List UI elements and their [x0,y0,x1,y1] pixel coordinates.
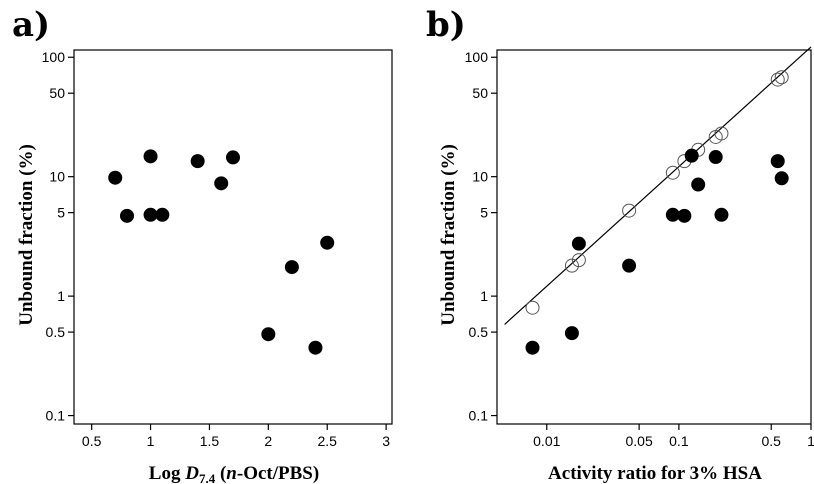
panel-b-y-tick-label: 0.5 [469,324,489,340]
panel-b-y-tick-label: 10 [472,169,488,185]
panel-a-x-axis-title-part: n [226,463,237,484]
panel-a-y-tick-label: 10 [49,169,65,185]
panel-b-filled-point [565,327,578,340]
panel-b-filled-point [692,178,705,191]
panel-a-x-axis-title-part: D [184,463,199,484]
panel-b-filled-point [678,209,691,222]
panel-a-y-tick-label: 1 [57,288,65,304]
panel-a-letter: a) [12,5,50,45]
panel-b-filled-point [526,341,539,354]
panel-a-x-tick-label: 1.5 [200,433,220,449]
panel-a-x-tick-label: 3 [382,433,390,449]
panel-a-y-tick-label: 100 [42,49,66,65]
panel-a-filled-point [109,171,122,184]
panel-b: b) 0.01 0.05 0.1 0.5 1 0.1 0.5 1 5 10 50 100 Unboun… [426,5,814,484]
panel-b-x-tick-label: 0.05 [625,433,652,449]
panel-a-x-tick-label: 1 [147,433,155,449]
panel-b-filled-point [623,259,636,272]
panel-b-letter: b) [426,5,466,45]
panel-a-x-tick-label: 0.5 [82,433,102,449]
panel-b-filled-point [775,172,788,185]
panel-b-filled-point [666,208,679,221]
panel-a-filled-point [321,236,334,249]
panel-b-y-tick-label: 5 [480,205,488,221]
panel-a-filled-point [227,151,240,164]
panel-a-ticks: 0.5 1 1.5 2 2.5 3 0.1 0.5 1 5 10 50 100 [42,49,391,449]
panel-a-x-axis-title-part: ( [215,463,226,484]
panel-b-x-tick-label: 0.5 [761,433,781,449]
panel-a-y-tick-label: 0.5 [46,324,66,340]
panel-a-x-tick-label: 2.5 [317,433,337,449]
panel-b-x-tick-label: 1 [807,433,814,449]
panel-a-x-axis-title-part: Log [149,463,185,484]
panel-b-open-point [623,204,636,217]
panel-a-x-axis-title-part: -Oct/PBS) [237,463,319,484]
panel-b-fit-line-group [505,47,811,324]
panel-a-filled-point [191,155,204,168]
panel-a-frame [74,50,392,424]
panel-b-filled-point [572,237,585,250]
panel-a-x-axis-title-part: 7.4 [199,471,216,484]
panel-b-x-tick-label: 0.01 [533,433,560,449]
panel-a: a) 0.5 1 1.5 2 2.5 3 0.1 0.5 1 5 10 50 100 Unbound f… [12,5,392,484]
panel-a-filled-point [121,209,134,222]
panel-a-filled-point [156,208,169,221]
panel-a-points [109,150,334,354]
panel-b-y-tick-label: 1 [480,288,488,304]
panel-a-x-axis-title: Log D7.4 (n-Oct/PBS) [149,463,319,484]
panel-a-y-tick-label: 0.1 [46,408,66,424]
panel-b-filled-point [685,149,698,162]
panel-a-filled-point [309,341,322,354]
panel-b-frame [497,50,811,424]
panel-b-y-axis-title: Unbound fraction (%) [438,144,459,326]
panel-a-y-axis-title: Unbound fraction (%) [16,144,37,326]
panel-b-y-tick-label: 50 [472,85,488,101]
panel-b-x-tick-label: 0.1 [669,433,689,449]
panel-a-x-tick-label: 2 [264,433,272,449]
panel-b-filled-point [709,151,722,164]
panel-b-ticks: 0.01 0.05 0.1 0.5 1 0.1 0.5 1 5 10 50 100 [465,49,814,449]
panel-b-open-point [572,254,585,267]
panel-a-y-tick-label: 5 [57,205,65,221]
panel-a-filled-point [215,177,228,190]
panel-b-fit-line [505,47,811,324]
panel-b-points [526,71,788,354]
panel-b-filled-point [771,155,784,168]
panel-a-filled-point [144,150,157,163]
panel-b-y-tick-label: 0.1 [469,408,489,424]
panel-a-filled-point [144,208,157,221]
panel-a-y-tick-label: 50 [49,85,65,101]
panel-b-filled-point [715,208,728,221]
panel-b-open-point [526,301,539,314]
panel-b-x-axis-title: Activity ratio for 3% HSA [548,463,762,484]
panel-b-open-point [565,259,578,272]
panel-a-filled-point [285,261,298,274]
panel-a-filled-point [262,328,275,341]
panel-b-y-tick-label: 100 [465,49,489,65]
